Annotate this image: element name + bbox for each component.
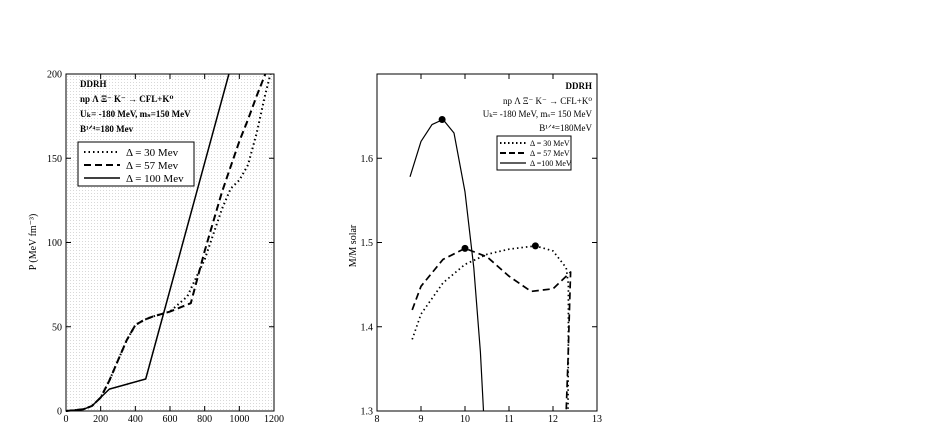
right-legend: Δ = 30 MeV Δ = 57 MeV Δ =100 MeV [496,135,572,171]
right-xtick-label: 11 [504,414,514,425]
right-legend-label-57: Δ = 57 MeV [530,149,570,158]
left-xtick-label: 800 [197,414,212,425]
right-annotation-4: B¹ᐟ⁴=180MeV [539,123,592,133]
right-series-marker-1 [461,244,469,252]
left-ytick-label: 50 [52,322,62,333]
right-axis-ticks: 8 9 10 11 12 13 1.3 1.4 1.5 1.6 [361,74,602,425]
right-ytick-label: 1.6 [361,154,374,165]
left-annotation-1: DDRH [80,79,107,89]
right-annotation-3: Uₖ= -180 MeV, mₛ= 150 MeV [483,109,593,119]
right-series-line-2 [409,118,485,412]
right-series-line-1 [411,247,572,412]
right-xtick-label: 9 [419,414,424,425]
left-ytick-label: 100 [47,238,62,249]
left-ytick-label: 0 [57,407,62,418]
left-xtick-label: 600 [163,414,178,425]
left-annotation-4: B¹ᐟ⁴=180 Mev [80,124,134,134]
left-annotation-3: Uₖ= -180 MeV, mₛ=150 MeV [80,109,191,119]
right-ytick-label: 1.3 [361,407,374,418]
right-ytick-label: 1.5 [361,238,374,249]
left-xtick-label: 1000 [229,414,249,425]
left-series-line-0 [65,73,272,412]
left-xtick-label: 0 [64,414,69,425]
right-series-marker-2 [438,115,446,123]
left-axis-ticks: 0 200 400 600 800 1000 1200 0 50 100 150 200 [47,70,284,426]
left-ytick-label: 150 [47,154,62,165]
right-legend-label-100: Δ =100 MeV [530,159,572,168]
left-legend: Δ = 30 Mev Δ = 57 Mev Δ = 100 Mev [77,141,195,187]
right-series-marker-0 [531,242,539,250]
left-xtick-label: 200 [93,414,108,425]
right-annotation-1: DDRH [566,81,593,91]
left-series-group [65,73,272,412]
right-chart: 8 9 10 11 12 13 1.3 1.4 1.5 1.6 M/M solar DDRH np… [348,73,602,425]
left-legend-label-30: Δ = 30 Mev [126,147,179,159]
left-ylabel: P (MeV fm⁻³) [28,214,39,271]
right-xtick-label: 12 [548,414,558,425]
right-plot-area [376,73,598,412]
right-xtick-label: 10 [460,414,470,425]
right-legend-label-30: Δ = 30 MeV [530,139,570,148]
left-plot-area [65,73,275,412]
right-xtick-label: 13 [592,414,602,425]
left-series-line-2 [65,73,230,412]
left-ytick-label: 200 [47,70,62,81]
left-xtick-label: 1200 [264,414,284,425]
left-annotation-2: np Λ Ξ⁻ K⁻ → CFL+K⁰ [80,94,173,104]
right-ytick-label: 1.4 [361,322,374,333]
left-chart: 0 200 400 600 800 1000 1200 0 50 100 150 200 P (MeV… [28,70,284,426]
left-legend-label-57: Δ = 57 Mev [126,160,179,172]
left-legend-label-100: Δ = 100 Mev [126,173,184,185]
right-annotation-2: np Λ Ξ⁻ K⁻ → CFL+K⁰ [503,96,592,106]
right-xtick-label: 8 [375,414,380,425]
right-ylabel: M/M solar [348,224,359,267]
right-series-group [409,115,572,412]
right-series-line-0 [411,245,570,412]
left-xtick-label: 400 [128,414,143,425]
